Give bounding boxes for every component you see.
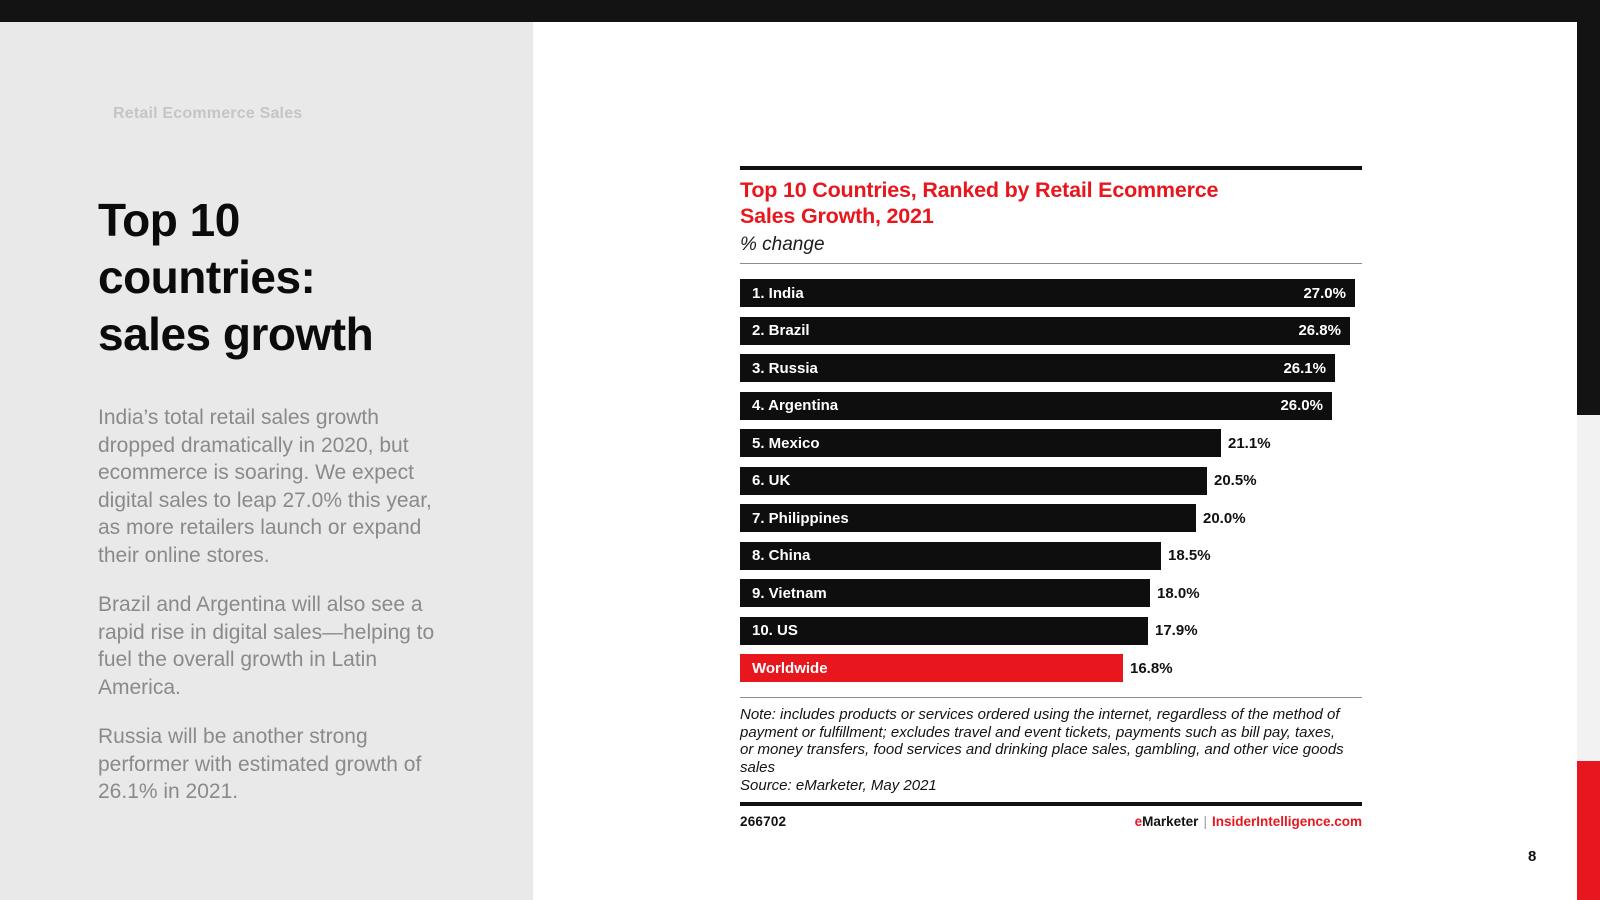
chart-title: Top 10 Countries, Ranked by Retail Ecomm… (740, 177, 1362, 229)
bar: 8. China (740, 541, 1161, 570)
bar: 3. Russia 26.1% (740, 354, 1335, 382)
slide-title: Top 10 countries: sales growth (98, 192, 498, 363)
bar-category-label: 2. Brazil (752, 322, 810, 339)
bar-category-label: Worldwide (752, 659, 828, 677)
bar-value-label: 27.0% (1303, 284, 1346, 302)
bar-row: 8. China 18.5% (740, 541, 1362, 570)
bar-highlighted: Worldwide (740, 654, 1123, 682)
chart-note: Note: includes products or services orde… (740, 706, 1344, 776)
chart-id: 266702 (740, 814, 787, 829)
bar-value-label: 20.0% (1203, 509, 1246, 527)
chart-title-line-1: Top 10 Countries, Ranked by Retail Ecomm… (740, 178, 1219, 202)
bar-value-label: 18.5% (1168, 547, 1211, 564)
slide-title-line-3: sales growth (98, 308, 374, 360)
bar-category-label: 1. India (752, 284, 804, 302)
bar-row: 10. US 17.9% (740, 616, 1362, 645)
slide-title-line-2: countries: (98, 251, 316, 303)
page-number: 8 (1528, 848, 1537, 865)
bar-value-label: 17.9% (1155, 622, 1198, 639)
bar-category-label: 9. Vietnam (752, 584, 827, 602)
bar: 6. UK (740, 466, 1207, 495)
right-edge-gray-band (1577, 415, 1600, 761)
bar-row: 2. Brazil 26.8% (740, 316, 1362, 345)
bar: 7. Philippines (740, 504, 1196, 532)
bar-value-label: 21.1% (1228, 434, 1271, 452)
bar-row: 5. Mexico 21.1% (740, 429, 1362, 457)
bar-category-label: 7. Philippines (752, 509, 849, 527)
bar-row: 4. Argentina 26.0% (740, 391, 1362, 420)
right-edge-red-band (1577, 761, 1600, 900)
body-paragraph-brazil-argentina: Brazil and Argentina will also see a rap… (98, 593, 435, 699)
bar-chart: 1. India 27.0% 2. Brazil 26.8% 3. Russia 26.1… (740, 279, 1362, 682)
slide-body: India’s total retail sales growth droppe… (98, 404, 454, 828)
bar: 9. Vietnam (740, 579, 1150, 607)
chart-note-divider (740, 697, 1362, 698)
bar-row: 9. Vietnam 18.0% (740, 579, 1362, 607)
bar: 5. Mexico (740, 429, 1221, 457)
bar-value-label: 18.0% (1157, 584, 1200, 602)
brand-site-link[interactable]: InsiderIntelligence.com (1211, 814, 1362, 829)
slide-title-line-1: Top 10 (98, 194, 240, 246)
right-edge-black-band (1577, 22, 1600, 415)
brand-lockup: eMarketer | InsiderIntelligence.com (1135, 814, 1362, 829)
chart-footer: 266702 eMarketer | InsiderIntelligence.com (740, 814, 1362, 829)
chart-source: Source: eMarketer, May 2021 (740, 777, 937, 794)
bar-value-label: 20.5% (1214, 472, 1257, 489)
chart-block: Top 10 Countries, Ranked by Retail Ecomm… (740, 166, 1362, 829)
bar-value-label: 26.1% (1283, 359, 1326, 377)
bar-category-label: 6. UK (752, 472, 791, 489)
bar-category-label: 4. Argentina (752, 397, 839, 414)
bar-category-label: 5. Mexico (752, 434, 820, 452)
bar-row: 7. Philippines 20.0% (740, 504, 1362, 532)
brand-emarketer-e: e (1134, 814, 1143, 829)
bar-category-label: 10. US (752, 622, 798, 639)
chart-title-line-2: Sales Growth, 2021 (740, 204, 934, 228)
bar-value-label: 16.8% (1130, 659, 1173, 677)
brand-emarketer-rest: Marketer (1142, 814, 1199, 829)
bar-value-label: 26.0% (1280, 397, 1323, 414)
bar-row: 1. India 27.0% (740, 279, 1362, 307)
chart-bottom-rule (740, 802, 1362, 806)
chart-header-divider (740, 263, 1362, 264)
bar-value-label: 26.8% (1298, 322, 1341, 339)
body-paragraph-russia: Russia will be another strong performer … (98, 725, 422, 803)
brand-separator: | (1203, 814, 1207, 829)
bar: 10. US (740, 616, 1148, 645)
bar-category-label: 3. Russia (752, 359, 818, 377)
section-eyebrow: Retail Ecommerce Sales (113, 105, 303, 122)
bar-row: 6. UK 20.5% (740, 466, 1362, 495)
bar: 4. Argentina 26.0% (740, 391, 1332, 420)
top-black-band (0, 0, 1600, 22)
bar-category-label: 8. China (752, 547, 811, 564)
bar-row: 3. Russia 26.1% (740, 354, 1362, 382)
left-text-panel: Retail Ecommerce Sales Top 10 countries:… (0, 22, 533, 900)
bar: 2. Brazil 26.8% (740, 316, 1350, 345)
body-paragraph-india: India’s total retail sales growth droppe… (98, 406, 432, 567)
bar: 1. India 27.0% (740, 279, 1355, 307)
chart-unit-label: % change (740, 234, 825, 255)
chart-top-rule (740, 166, 1362, 170)
bar-row: Worldwide 16.8% (740, 654, 1362, 682)
